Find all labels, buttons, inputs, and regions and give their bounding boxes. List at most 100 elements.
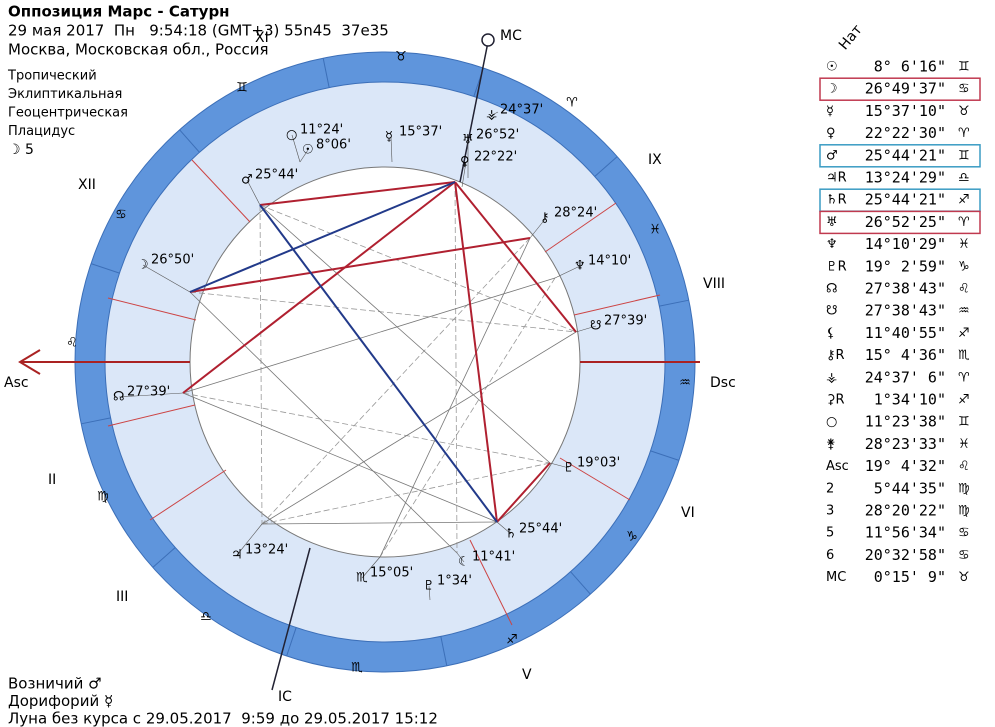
sign-divider [594, 156, 618, 177]
row-degree: 14°10'29" [865, 235, 946, 253]
setting: Геоцентрическая [8, 106, 128, 121]
title: Оппозиция Марс - Сатурн [8, 3, 230, 21]
row-symbol: ⚸ [826, 326, 836, 341]
footer-line: Возничий ♂ [8, 675, 102, 693]
sign-divider [440, 636, 448, 666]
planet-degree: 14°10' [588, 254, 631, 269]
row-sign: ♍ [958, 481, 970, 496]
planet-glyph: ♂ [241, 173, 253, 188]
planet-glyph: ○ [286, 128, 297, 143]
planet-glyph: ☾ [458, 555, 470, 570]
row-degree: 19° 2'59" [865, 257, 946, 275]
planet-glyph: ♇ [423, 579, 435, 594]
row-sign: ♈ [958, 215, 970, 230]
sign-glyph: ♉ [395, 50, 407, 65]
planet-glyph: ⚷ [540, 211, 550, 226]
planet-glyph: ♏ [356, 571, 368, 586]
sign-divider [179, 129, 200, 153]
row-symbol: ○ [826, 415, 837, 430]
row-symbol: ☋ [826, 304, 838, 319]
row-sign: ♎ [958, 171, 970, 186]
planet-glyph: ♇ [563, 461, 575, 476]
planet-tick [529, 217, 547, 239]
planet-glyph: ☋ [590, 319, 602, 334]
planet-tick [456, 552, 465, 563]
row-sign: ♊ [958, 60, 970, 75]
planet-glyph: ☽ [137, 258, 149, 273]
row-sign: ♌ [958, 459, 970, 474]
planet-glyph: ♄ [505, 527, 517, 542]
planet-tick [299, 149, 309, 163]
sign-glyph: ♋ [115, 208, 127, 223]
row-sign: ♐ [958, 193, 970, 208]
row-degree: 11°23'38" [865, 413, 946, 431]
sign-divider [152, 547, 176, 568]
planet-glyph: ♆ [574, 259, 586, 274]
row-degree: 27°38'43" [865, 302, 946, 320]
planet-degree: 13°24' [245, 543, 288, 558]
aspect-circle [189, 166, 581, 558]
row-degree: 25°44'21" [865, 191, 946, 209]
row-sign: ♐ [958, 326, 970, 341]
row-symbol: ♄R [826, 193, 847, 208]
row-symbol: ♆ [826, 237, 838, 252]
row-degree: 26°49'37" [865, 80, 946, 98]
row-symbol: 5 [826, 526, 834, 541]
house-numeral: XI [255, 30, 269, 46]
planet-tick [428, 585, 431, 601]
sign-glyph: ♒ [679, 376, 691, 391]
house-numeral: VIII [703, 276, 725, 292]
planet-glyph: ♀ [460, 155, 470, 170]
row-highlight [819, 77, 981, 101]
angle-label: IC [278, 689, 292, 705]
planet-degree: 25°44' [255, 168, 298, 183]
planet-tick [496, 521, 512, 535]
row-sign: ♌ [958, 282, 970, 297]
row-symbol: ♅ [826, 215, 838, 230]
setting: Тропический [7, 69, 97, 84]
planet-tick [554, 265, 581, 279]
sign-glyph: ♎ [200, 610, 212, 625]
planet-degree: 8°06' [316, 138, 351, 153]
row-symbol: ☿ [826, 104, 834, 119]
planet-tick [142, 264, 191, 293]
row-degree: 0°15' 9" [874, 568, 946, 586]
planet-glyph: ♃ [231, 548, 243, 563]
planet-degree: 26°52' [476, 128, 519, 143]
planet-tick [575, 325, 597, 333]
planet-tick [291, 134, 301, 163]
row-symbol: ☊ [826, 282, 838, 297]
row-sign: ♊ [958, 148, 970, 163]
planet-degree: 11°41' [472, 550, 515, 565]
planet-degree: 19°03' [577, 456, 620, 471]
row-sign: ♍ [958, 504, 970, 519]
red-aspects [182, 181, 577, 523]
row-symbol: ⚳R [826, 393, 845, 408]
house-numeral: XII [78, 177, 96, 193]
gray-aspects [182, 181, 577, 558]
planet-tick [118, 392, 184, 398]
row-degree: 5°44'35" [874, 479, 946, 497]
row-degree: 8° 6'16" [874, 58, 946, 76]
row-symbol: ♃R [826, 171, 847, 186]
row-symbol: 3 [826, 504, 834, 519]
row-sign: ♋ [958, 548, 970, 563]
planet-tick [549, 462, 570, 469]
planet-degree: 26°50' [151, 253, 194, 268]
row-symbol: ☉ [826, 60, 838, 75]
place-line: Москва, Московская обл., Россия [8, 41, 269, 59]
sign-dividers [81, 58, 689, 666]
row-degree: 22°22'30" [865, 124, 946, 142]
house-numeral: III [116, 589, 128, 605]
sign-divider [650, 450, 680, 461]
setting: ☽ 5 [8, 142, 34, 158]
sign-divider [81, 417, 111, 425]
row-sign: ♈ [958, 126, 970, 141]
row-sign: ♓ [958, 237, 970, 252]
row-degree: 19° 4'32" [865, 457, 946, 475]
planet-tick [491, 111, 499, 116]
row-degree: 20°32'58" [865, 546, 946, 564]
row-symbol: MC [826, 570, 846, 585]
row-symbol: ☽ [826, 82, 838, 97]
